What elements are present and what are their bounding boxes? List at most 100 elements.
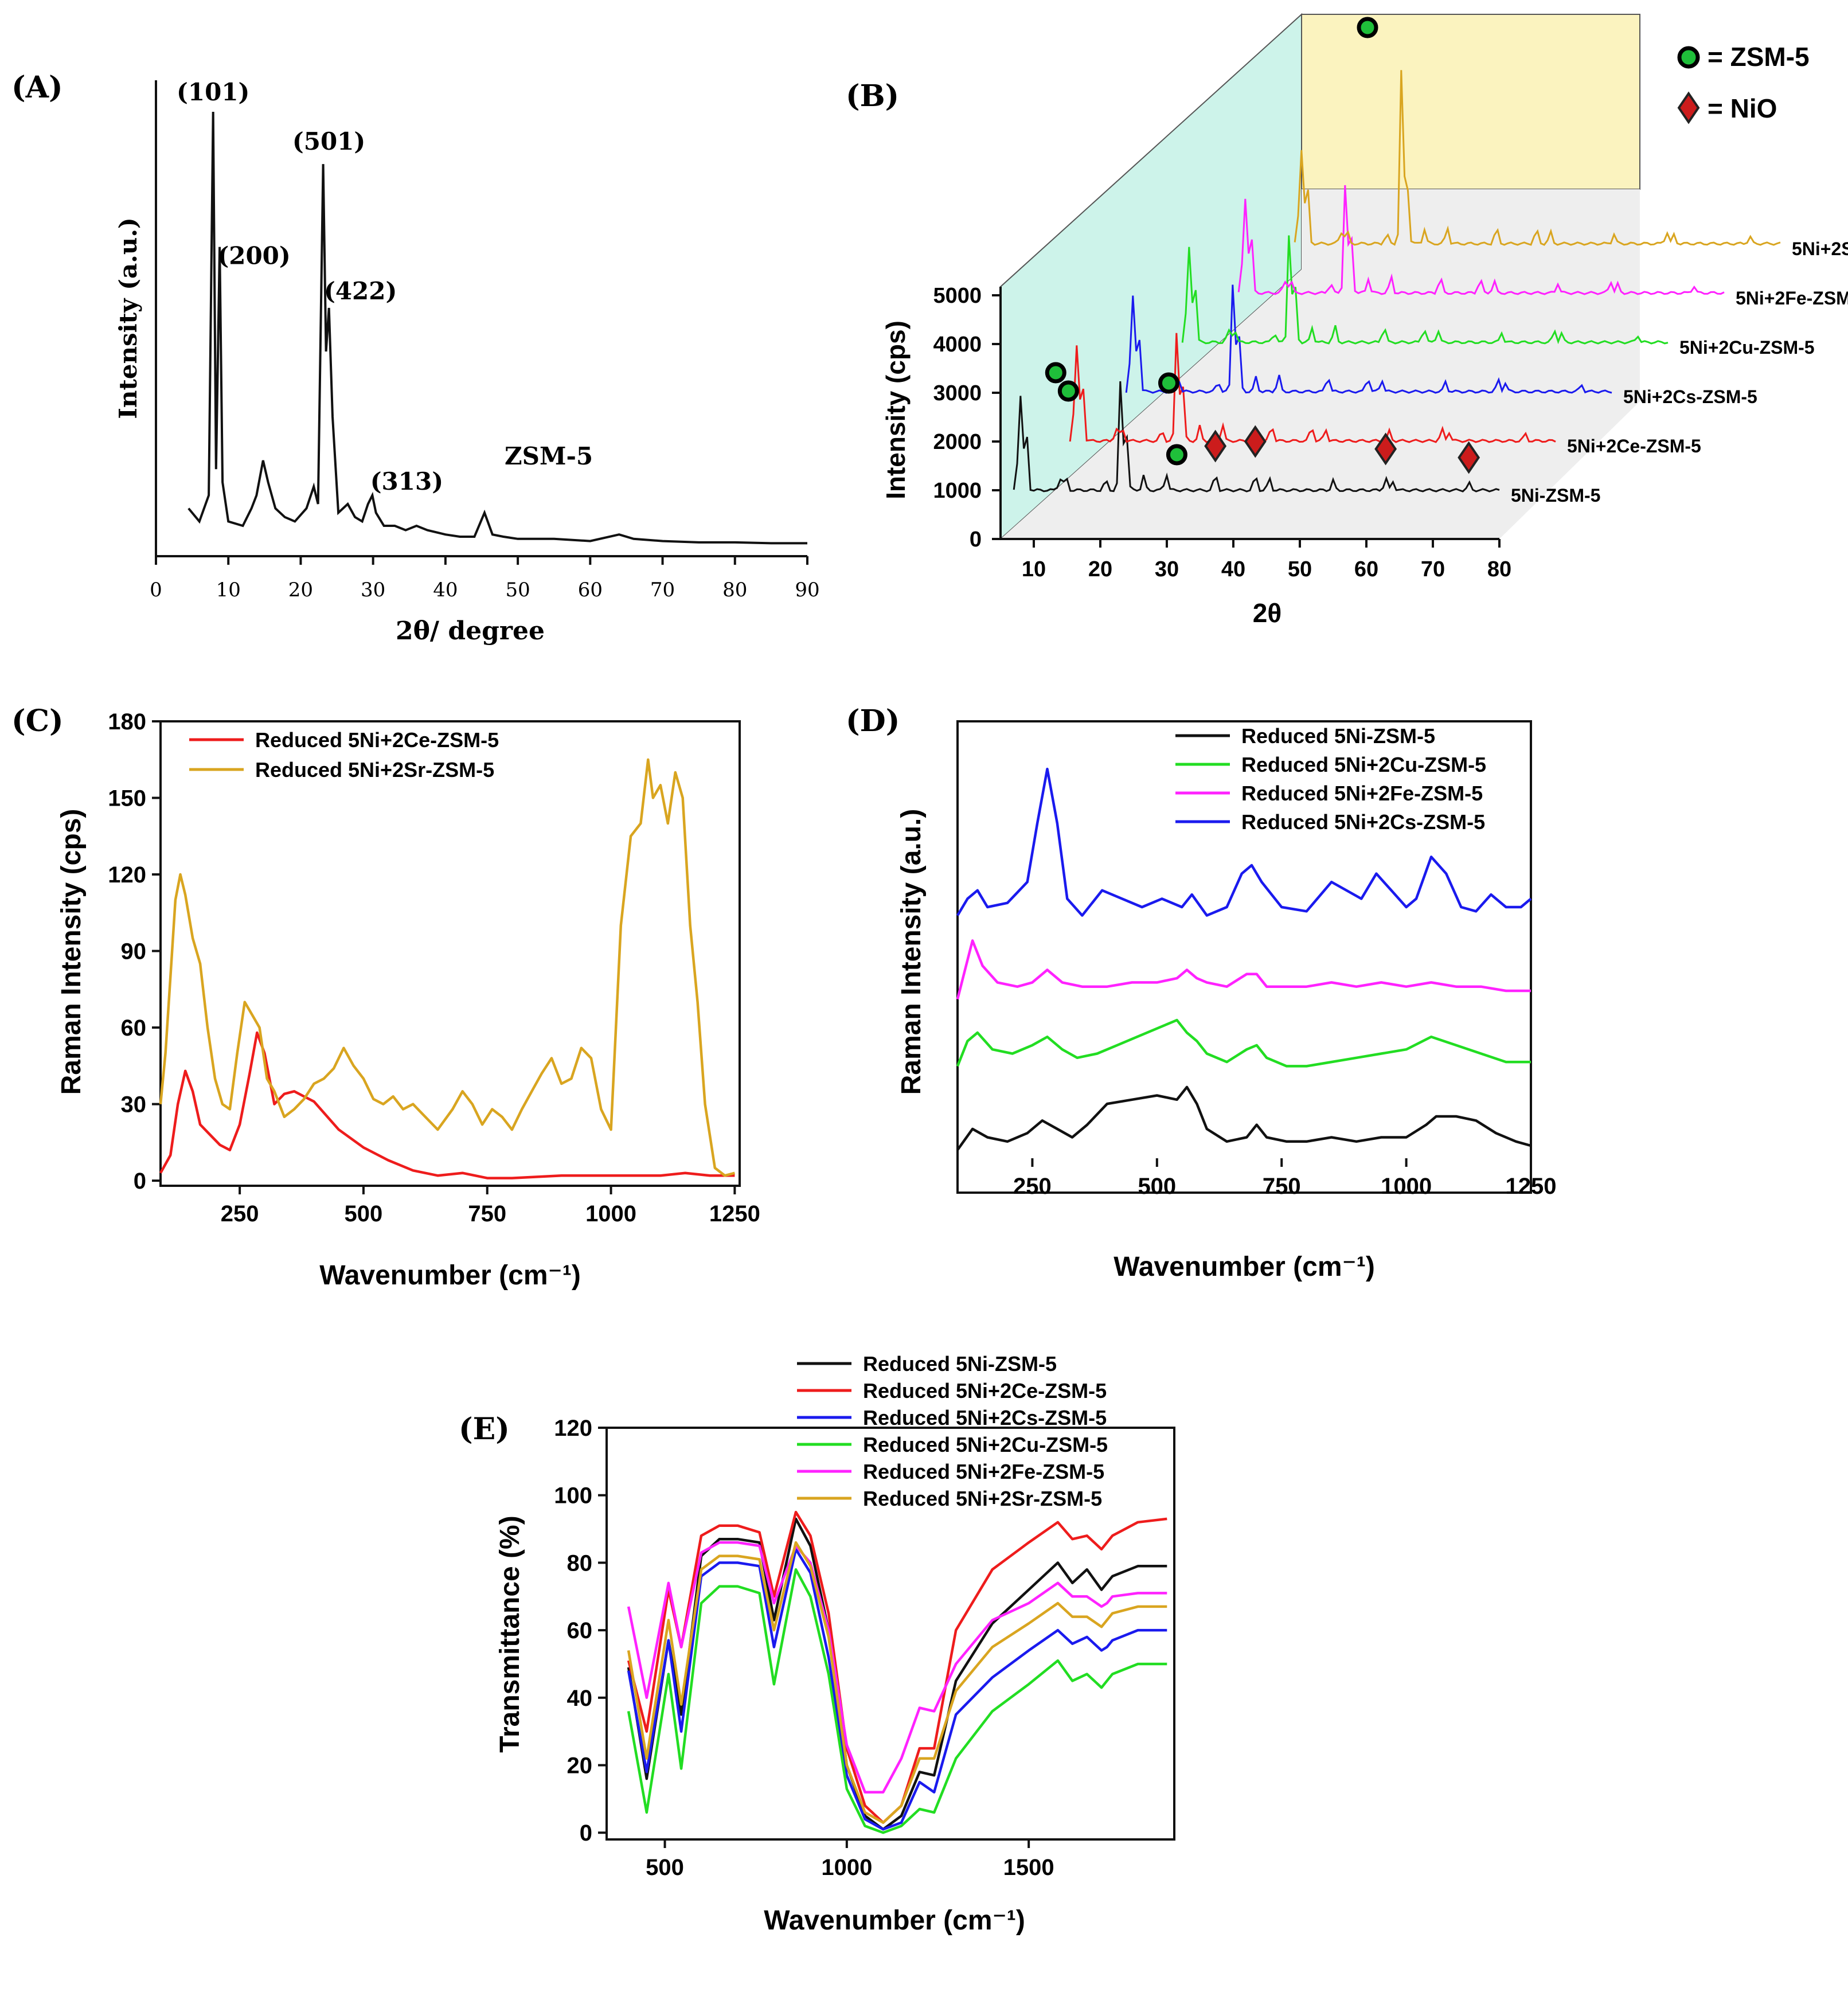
panel-label-d: (D) [846, 704, 900, 739]
b-zsm5-marker [1045, 362, 1066, 384]
b-y-ticks: 0 1000 2000 3000 4000 5000 [933, 284, 1001, 552]
e-y-tick-label: 0 [580, 1821, 592, 1846]
b-phase-markers [1045, 17, 1480, 474]
panel-b: (B) 0 1000 2000 3000 4000 5000 10 20 30 40 50 60 70… [846, 13, 1848, 628]
c-x-axis-label: Wavenumber (cm⁻¹) [319, 1260, 581, 1291]
c-y-axis-label: Raman Intensity (cps) [56, 809, 87, 1095]
b-y-tick-label: 5000 [933, 284, 982, 308]
a-peak-labels: (101) (200) (501) (422) (313) [177, 78, 443, 495]
panel-c: (C) 250 500 750 1000 1250 0 30 60 90 120 150 180 Re… [11, 704, 760, 1291]
b-x-tick-label: 70 [1421, 557, 1445, 581]
e-y-tick-label: 20 [567, 1753, 593, 1779]
b-nio-marker [1458, 441, 1480, 474]
b-series-line [1294, 70, 1781, 246]
d-series-line [956, 1085, 1531, 1151]
d-ticks: 250 500 750 1000 1250 [1013, 1158, 1556, 1199]
e-series-line [627, 1568, 1167, 1834]
a-x-tick-label: 10 [216, 579, 241, 601]
c-x-tick-label: 1250 [709, 1201, 760, 1226]
e-series-line [627, 1541, 1167, 1824]
e-x-axis-label: Wavenumber (cm⁻¹) [764, 1905, 1025, 1936]
e-y-tick-label: 80 [567, 1550, 593, 1576]
d-legend-label: Reduced 5Ni+2Cu-ZSM-5 [1241, 753, 1486, 776]
e-ticks: 500 1000 1500 0 20 40 60 80 100 120 [554, 1416, 1054, 1880]
b-nio-marker [1204, 429, 1227, 463]
e-legend-label: Reduced 5Ni-ZSM-5 [863, 1352, 1057, 1376]
a-x-tick-label: 90 [795, 579, 819, 601]
b-nio-marker [1244, 425, 1267, 458]
a-peak-label: (101) [177, 78, 249, 106]
d-legend-label: Reduced 5Ni+2Cs-ZSM-5 [1241, 810, 1485, 834]
e-x-tick-label: 1000 [821, 1855, 872, 1880]
c-series-line [159, 1031, 735, 1179]
b-legend-zsm5-label: = ZSM-5 [1708, 42, 1810, 72]
c-x-tick-label: 500 [345, 1201, 383, 1226]
b-zsm5-marker [1057, 380, 1079, 402]
b-series-label: 5Ni+2Fe-ZSM-5 [1736, 288, 1848, 308]
c-y-tick-label: 0 [134, 1169, 146, 1194]
c-y-tick-label: 90 [121, 939, 147, 964]
a-x-ticks: 0 10 20 30 40 50 60 70 80 90 [150, 556, 820, 601]
c-legend-label: Reduced 5Ni+2Sr-ZSM-5 [255, 758, 494, 782]
a-x-tick-label: 30 [361, 579, 385, 601]
b-series-lines: 5Ni-ZSM-5 5Ni+2Ce-ZSM-5 5Ni+2Cs-ZSM-5 5Ni+2… [1013, 70, 1848, 506]
b-series-label: 5Ni-ZSM-5 [1511, 485, 1600, 506]
d-series-line [956, 767, 1532, 917]
a-peak-label: (501) [292, 127, 365, 155]
b-zsm5-marker [1158, 372, 1179, 394]
a-peak-label: (422) [324, 277, 397, 305]
b-legend-zsm5-icon [1677, 46, 1700, 69]
b-x-tick-label: 20 [1088, 557, 1112, 581]
b-series-line [1237, 185, 1725, 295]
c-x-tick-label: 250 [221, 1201, 259, 1226]
d-legend-label: Reduced 5Ni+2Fe-ZSM-5 [1241, 782, 1483, 805]
b-legend-nio-label: = NiO [1708, 93, 1777, 123]
e-y-tick-label: 40 [567, 1686, 593, 1711]
a-y-axis-label: Intensity (a.u.) [114, 217, 142, 419]
c-ticks: 250 500 750 1000 1250 0 30 60 90 120 150 180 [108, 709, 760, 1226]
panel-label-a: (A) [11, 70, 63, 105]
b-y-tick-label: 4000 [933, 333, 982, 357]
d-x-tick-label: 1000 [1381, 1174, 1432, 1199]
d-x-tick-label: 500 [1138, 1174, 1176, 1199]
b-x-tick-label: 30 [1155, 557, 1179, 581]
d-series-line [956, 1018, 1531, 1068]
c-plot-frame [159, 720, 741, 1187]
panel-e: (E) 500 1000 1500 0 20 40 60 80 100 120 Reduced 5… [459, 1352, 1175, 1936]
a-annotation: ZSM-5 [505, 442, 593, 470]
b-series-line [1069, 333, 1556, 443]
c-series-line [159, 758, 735, 1177]
e-legend-label: Reduced 5Ni+2Cs-ZSM-5 [863, 1406, 1107, 1429]
b-floor [1001, 189, 1640, 539]
panel-label-e: (E) [459, 1412, 510, 1447]
e-series-lines [627, 1510, 1167, 1834]
e-series-line [627, 1548, 1167, 1831]
e-series-line [627, 1541, 1167, 1794]
b-x-tick-label: 10 [1022, 557, 1046, 581]
b-series-label: 5Ni+2Cu-ZSM-5 [1679, 337, 1815, 358]
b-series-label: 5Ni+2Ce-ZSM-5 [1567, 436, 1701, 456]
e-y-tick-label: 100 [554, 1483, 592, 1509]
e-legend-label: Reduced 5Ni+2Fe-ZSM-5 [863, 1460, 1104, 1483]
b-series-line [1181, 235, 1669, 345]
a-x-tick-label: 0 [150, 579, 162, 601]
c-y-tick-label: 30 [121, 1092, 147, 1118]
e-y-tick-label: 60 [567, 1618, 593, 1643]
b-y-tick-label: 2000 [933, 430, 982, 454]
d-x-axis-label: Wavenumber (cm⁻¹) [1114, 1252, 1375, 1282]
b-y-axis-label: Intensity (cps) [881, 321, 911, 499]
b-nio-marker [1374, 432, 1397, 466]
c-legend-label: Reduced 5Ni+2Ce-ZSM-5 [255, 728, 499, 752]
a-x-tick-label: 40 [433, 579, 458, 601]
a-x-axis-label: 2θ/ degree [396, 616, 545, 646]
b-zsm5-marker [1166, 444, 1187, 466]
b-x-ticks: 10 20 30 40 50 60 70 80 [1022, 539, 1511, 581]
a-peak-label: (200) [217, 242, 290, 270]
c-x-tick-label: 750 [468, 1201, 506, 1226]
d-y-axis-label: Raman Intensity (a.u.) [896, 809, 927, 1095]
b-x-axis-label: 2θ [1253, 598, 1282, 628]
panel-label-c: (C) [11, 704, 64, 739]
e-x-tick-label: 1500 [1003, 1855, 1054, 1880]
a-x-tick-label: 80 [722, 579, 747, 601]
